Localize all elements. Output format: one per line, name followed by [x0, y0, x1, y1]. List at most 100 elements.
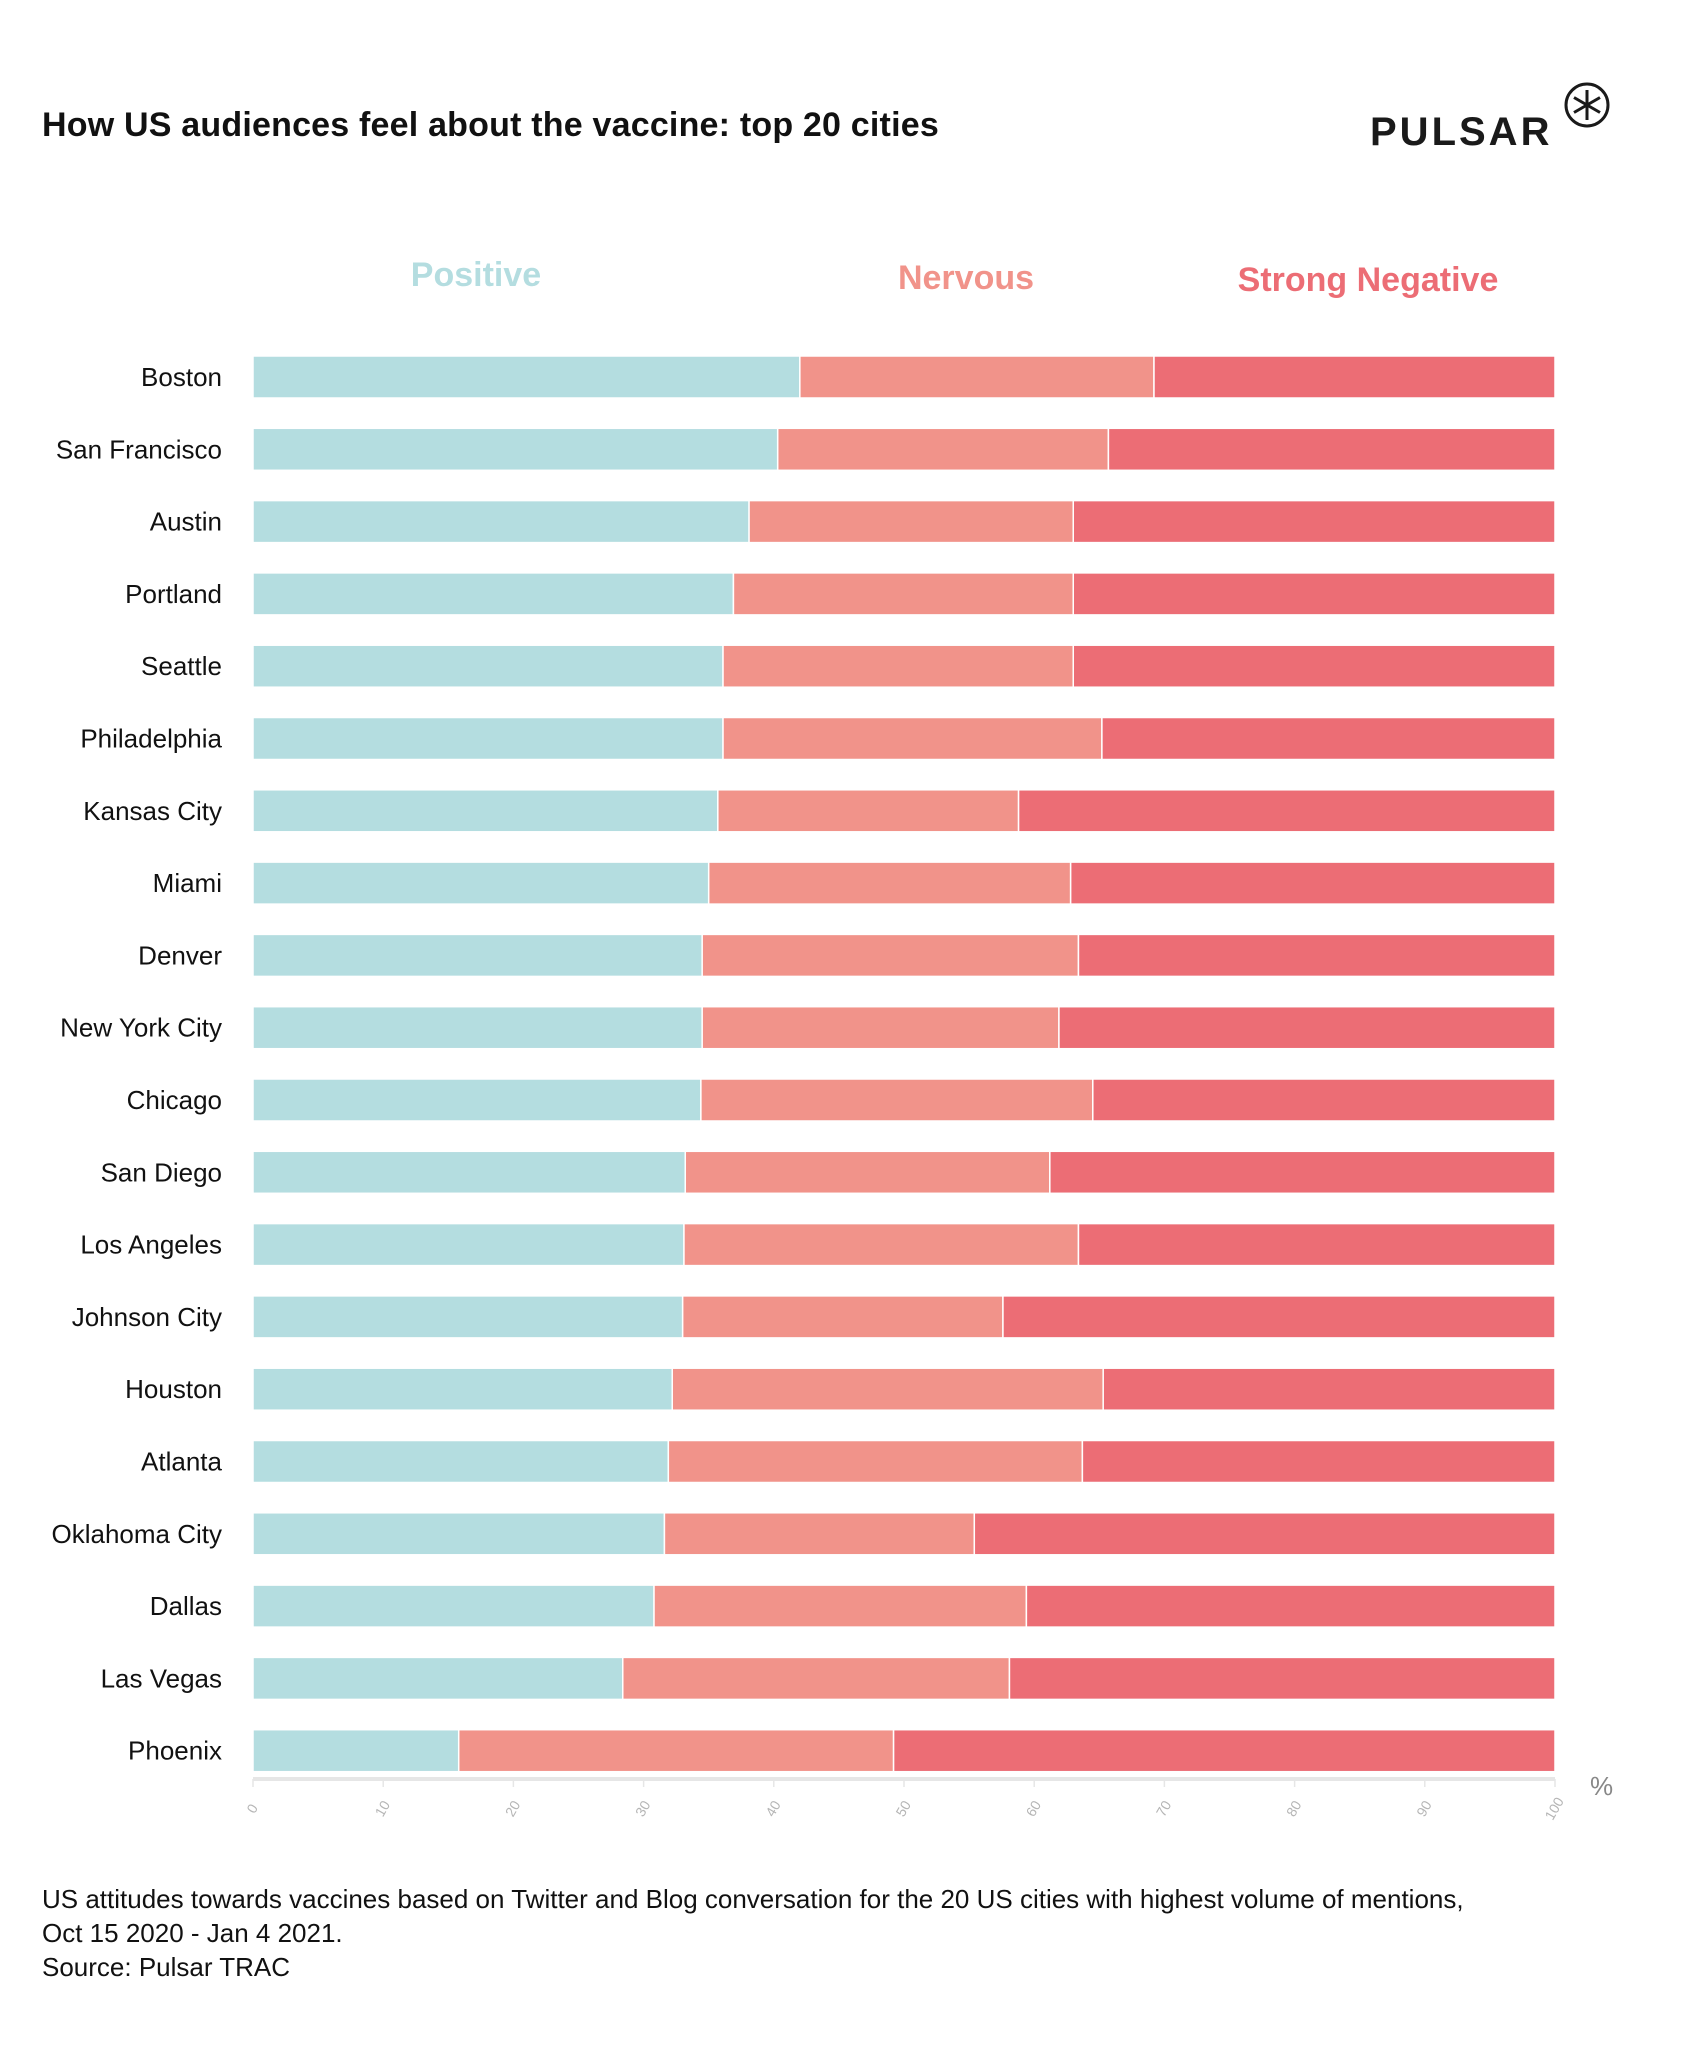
category-label: Miami [153, 868, 222, 898]
category-label: Phoenix [128, 1736, 222, 1766]
bar-segment-strong-negative [1153, 355, 1556, 399]
x-tick-label: 20 [502, 1798, 524, 1820]
bar-segment-positive [252, 1295, 684, 1339]
bar-segment-nervous [671, 1367, 1104, 1411]
stacked-bar-chart: Boston San Francisco Austin Portland Seattle… [52, 355, 1613, 1823]
category-label: Seattle [141, 651, 222, 681]
bar-segment-positive [252, 1078, 702, 1122]
bar-segment-positive [252, 427, 779, 472]
bar-segment-strong-negative [1101, 716, 1556, 761]
bar-segment-positive [252, 1728, 460, 1773]
x-tick-label: 30 [632, 1798, 654, 1820]
bar-segment-strong-negative [1072, 644, 1556, 688]
category-label: Portland [125, 579, 222, 609]
bar-segment-nervous [667, 1439, 1084, 1484]
bar-segment-nervous [663, 1512, 976, 1556]
category-label: San Diego [101, 1157, 222, 1187]
bar-segment-positive [252, 716, 724, 761]
x-tick-label: 50 [892, 1798, 914, 1820]
x-tick-label: 90 [1413, 1798, 1435, 1820]
category-label: Austin [150, 507, 222, 537]
bar-segment-strong-negative [1025, 1584, 1556, 1628]
bar-segment-nervous [776, 427, 1110, 472]
bar-segment-positive [252, 644, 724, 688]
category-label: Los Angeles [80, 1230, 222, 1260]
bar-segment-nervous [700, 1078, 1094, 1122]
bar-segment-positive [252, 355, 801, 399]
bar-segment-nervous [707, 861, 1072, 905]
bar-segment-nervous [748, 499, 1075, 544]
category-label: Boston [141, 362, 222, 392]
caption-line-3: Source: Pulsar TRAC [42, 1952, 291, 1982]
bar-segment-strong-negative [1081, 1439, 1556, 1484]
bar-segment-nervous [622, 1656, 1011, 1701]
category-label: Atlanta [141, 1447, 222, 1477]
bar-segment-positive [252, 1656, 624, 1701]
bar-segment-strong-negative [1008, 1656, 1556, 1701]
bar-segment-strong-negative [1002, 1295, 1556, 1339]
logo-text: PULSAR [1370, 110, 1553, 154]
bar-segment-strong-negative [1072, 499, 1556, 544]
chart-title: How US audiences feel about the vaccine:… [42, 106, 939, 144]
x-tick-label: 60 [1023, 1798, 1045, 1820]
bar-segment-nervous [457, 1728, 895, 1773]
bar-segment-nervous [684, 1150, 1051, 1195]
category-label: Johnson City [72, 1302, 222, 1332]
bar-segment-nervous [701, 1005, 1060, 1050]
bar-segment-positive [252, 1584, 655, 1628]
bar-segment-strong-negative [1077, 933, 1556, 978]
bar-segment-positive [252, 1150, 687, 1195]
x-tick-label: 70 [1153, 1798, 1175, 1820]
caption-line-1: US attitudes towards vaccines based on T… [42, 1884, 1464, 1914]
bar-segment-positive [252, 572, 735, 616]
category-label: San Francisco [56, 434, 222, 464]
legend-positive: Positive [410, 256, 542, 294]
bar-segment-nervous [732, 572, 1075, 616]
bar-segment-strong-negative [1049, 1150, 1556, 1195]
bar-segment-strong-negative [1107, 427, 1556, 472]
x-axis-unit-label: % [1590, 1771, 1613, 1801]
pulsar-logo: PULSAR [1370, 80, 1630, 160]
bar-segment-strong-negative [1092, 1078, 1556, 1122]
bar-segment-nervous [653, 1584, 1028, 1628]
x-tick-label: 80 [1283, 1798, 1305, 1820]
bar-segment-positive [252, 1439, 670, 1484]
category-label: Kansas City [83, 796, 222, 826]
bar-segment-strong-negative [1077, 1222, 1556, 1267]
bar-segment-positive [252, 861, 710, 905]
bar-segment-positive [252, 1222, 685, 1267]
bar-segment-nervous [717, 789, 1020, 833]
bar-segment-nervous [722, 644, 1075, 688]
category-label: Houston [125, 1374, 222, 1404]
category-label: Dallas [150, 1591, 222, 1621]
category-label: New York City [60, 1013, 222, 1043]
category-label: Philadelphia [80, 724, 222, 754]
bar-segment-nervous [799, 355, 1155, 399]
category-label: Chicago [127, 1085, 222, 1115]
legend-strong-negative: Strong Negative [1237, 261, 1499, 299]
bar-segment-strong-negative [892, 1728, 1556, 1773]
bar-segment-nervous [681, 1295, 1004, 1339]
bar-segment-positive [252, 789, 719, 833]
bar-segment-nervous [683, 1222, 1080, 1267]
category-label: Las Vegas [101, 1663, 222, 1693]
bar-segment-nervous [722, 716, 1103, 761]
caption-line-2: Oct 15 2020 - Jan 4 2021. [42, 1918, 343, 1948]
x-tick-label: 100 [1541, 1794, 1567, 1822]
category-label: Denver [138, 940, 222, 970]
category-label: Oklahoma City [52, 1519, 223, 1549]
bar-segment-positive [252, 1367, 673, 1411]
x-tick-label: 40 [762, 1798, 784, 1820]
legend-nervous: Nervous [897, 259, 1035, 297]
chart-caption: US attitudes towards vaccines based on T… [42, 1882, 1464, 1984]
bar-segment-positive [252, 499, 750, 544]
bar-segment-strong-negative [1058, 1005, 1556, 1050]
bar-segment-strong-negative [1069, 861, 1556, 905]
bar-segment-strong-negative [973, 1512, 1556, 1556]
bar-segment-positive [252, 1005, 703, 1050]
x-tick-label: 10 [372, 1798, 394, 1820]
bar-segment-nervous [701, 933, 1080, 978]
bar-segment-strong-negative [1102, 1367, 1556, 1411]
asterisk-circle-icon [1564, 82, 1610, 128]
bar-segment-strong-negative [1072, 572, 1556, 616]
